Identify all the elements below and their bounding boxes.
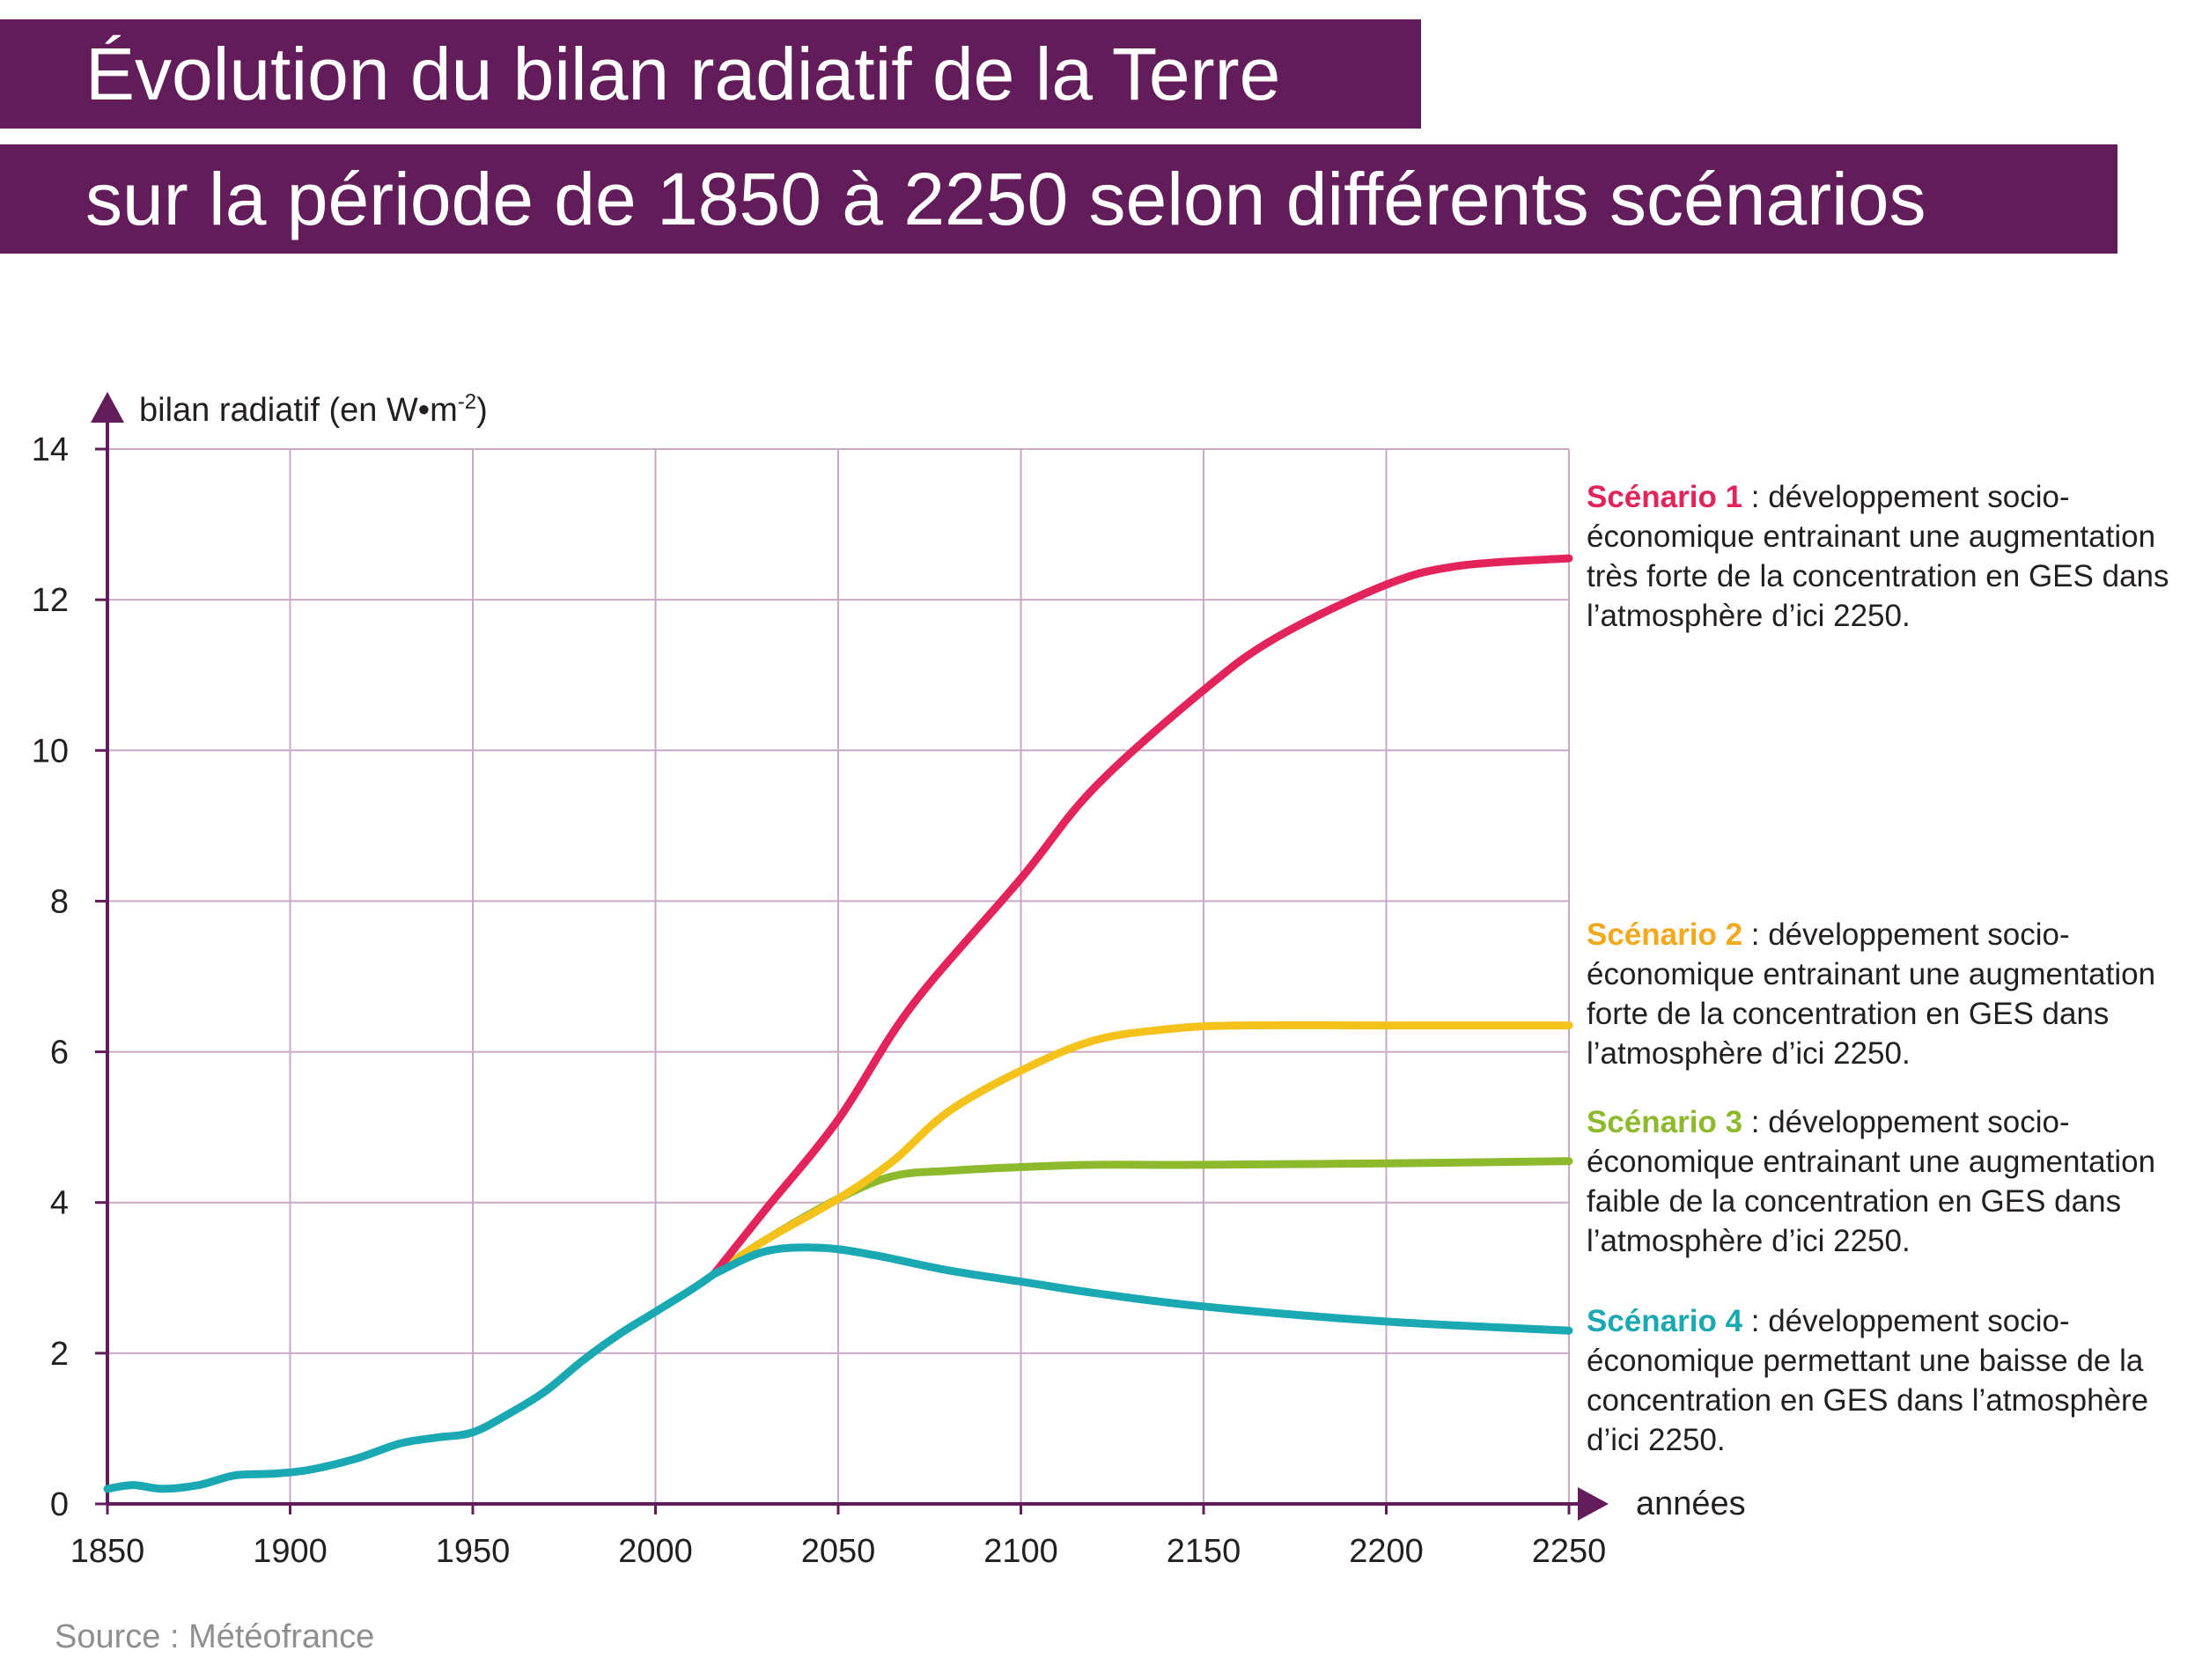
chart-grid	[107, 448, 1570, 1504]
y-tick-label-12: 12	[32, 582, 69, 619]
x-axis-arrow	[1578, 1487, 1609, 1521]
x-tick-label-1950: 1950	[436, 1533, 511, 1570]
x-tick-label-2250: 2250	[1532, 1533, 1607, 1570]
source-note: Source : Météofrance	[55, 1618, 375, 1655]
y-axis-label-main: bilan radiatif (en W•m	[139, 392, 458, 429]
y-axis-label: bilan radiatif (en W•m-2)	[139, 390, 488, 429]
y-axis-arrow	[91, 392, 124, 423]
legend-scenario-4-name: Scénario 4	[1587, 1304, 1743, 1338]
legend-scenario-2: Scénario 2 : développement socio-économi…	[1587, 915, 2194, 1073]
legend-scenario-2-name: Scénario 2	[1587, 917, 1743, 952]
x-tick-label-2100: 2100	[983, 1533, 1058, 1570]
legend-scenario-1-text: : développement socio-économique entrain…	[1587, 480, 2169, 633]
y-axis-label-sup: -2	[458, 390, 476, 414]
series-lines	[103, 554, 1573, 1493]
axis-ticks: 1850 1900 1950 2000 2050 2100 2150 2200 2250 0 2 4 6…	[32, 431, 1607, 1570]
legend-scenario-3-text: : développement socio-économique entrain…	[1587, 1105, 2156, 1258]
legend-scenario-4: Scénario 4 : développement socio-économi…	[1587, 1301, 2194, 1460]
x-tick-label-2200: 2200	[1349, 1533, 1424, 1570]
y-tick-label-4: 4	[50, 1185, 69, 1222]
y-tick-label-14: 14	[32, 431, 69, 468]
chart-axes	[91, 392, 1609, 1521]
legend-scenario-3: Scénario 3 : développement socio-économi…	[1587, 1102, 2194, 1261]
y-axis-label-end: )	[476, 392, 488, 429]
x-tick-label-1900: 1900	[253, 1533, 328, 1570]
x-tick-label-1850: 1850	[70, 1533, 145, 1570]
title-line-1: Évolution du bilan radiatif de la Terre	[0, 19, 1421, 129]
series-line-scenario-2	[710, 1021, 1573, 1278]
legend-scenario-1: Scénario 1 : développement socio-économi…	[1587, 477, 2194, 636]
y-tick-label-8: 8	[50, 883, 69, 920]
y-tick-label-10: 10	[32, 733, 69, 770]
x-axis-label: années	[1636, 1485, 1746, 1522]
series-line-scenario-3	[710, 1157, 1573, 1278]
y-tick-label-0: 0	[50, 1486, 69, 1523]
x-tick-label-2050: 2050	[801, 1533, 876, 1570]
x-tick-label-2000: 2000	[618, 1533, 693, 1570]
series-line-scenario-1	[710, 554, 1573, 1278]
legend-scenario-1-name: Scénario 1	[1587, 480, 1743, 514]
series-line-scenario-4	[710, 1243, 1573, 1335]
legend-scenario-2-text: : développement socio-économique entrain…	[1587, 917, 2156, 1071]
y-tick-label-6: 6	[50, 1035, 69, 1072]
x-tick-label-2150: 2150	[1167, 1533, 1241, 1570]
y-tick-label-2: 2	[50, 1336, 69, 1373]
legend-scenario-3-name: Scénario 3	[1587, 1105, 1743, 1139]
title-line-2: sur la période de 1850 à 2250 selon diff…	[0, 144, 2117, 254]
legend-scenario-4-text: : développement socio-économique permett…	[1587, 1304, 2149, 1457]
series-line-historical	[103, 1270, 718, 1493]
